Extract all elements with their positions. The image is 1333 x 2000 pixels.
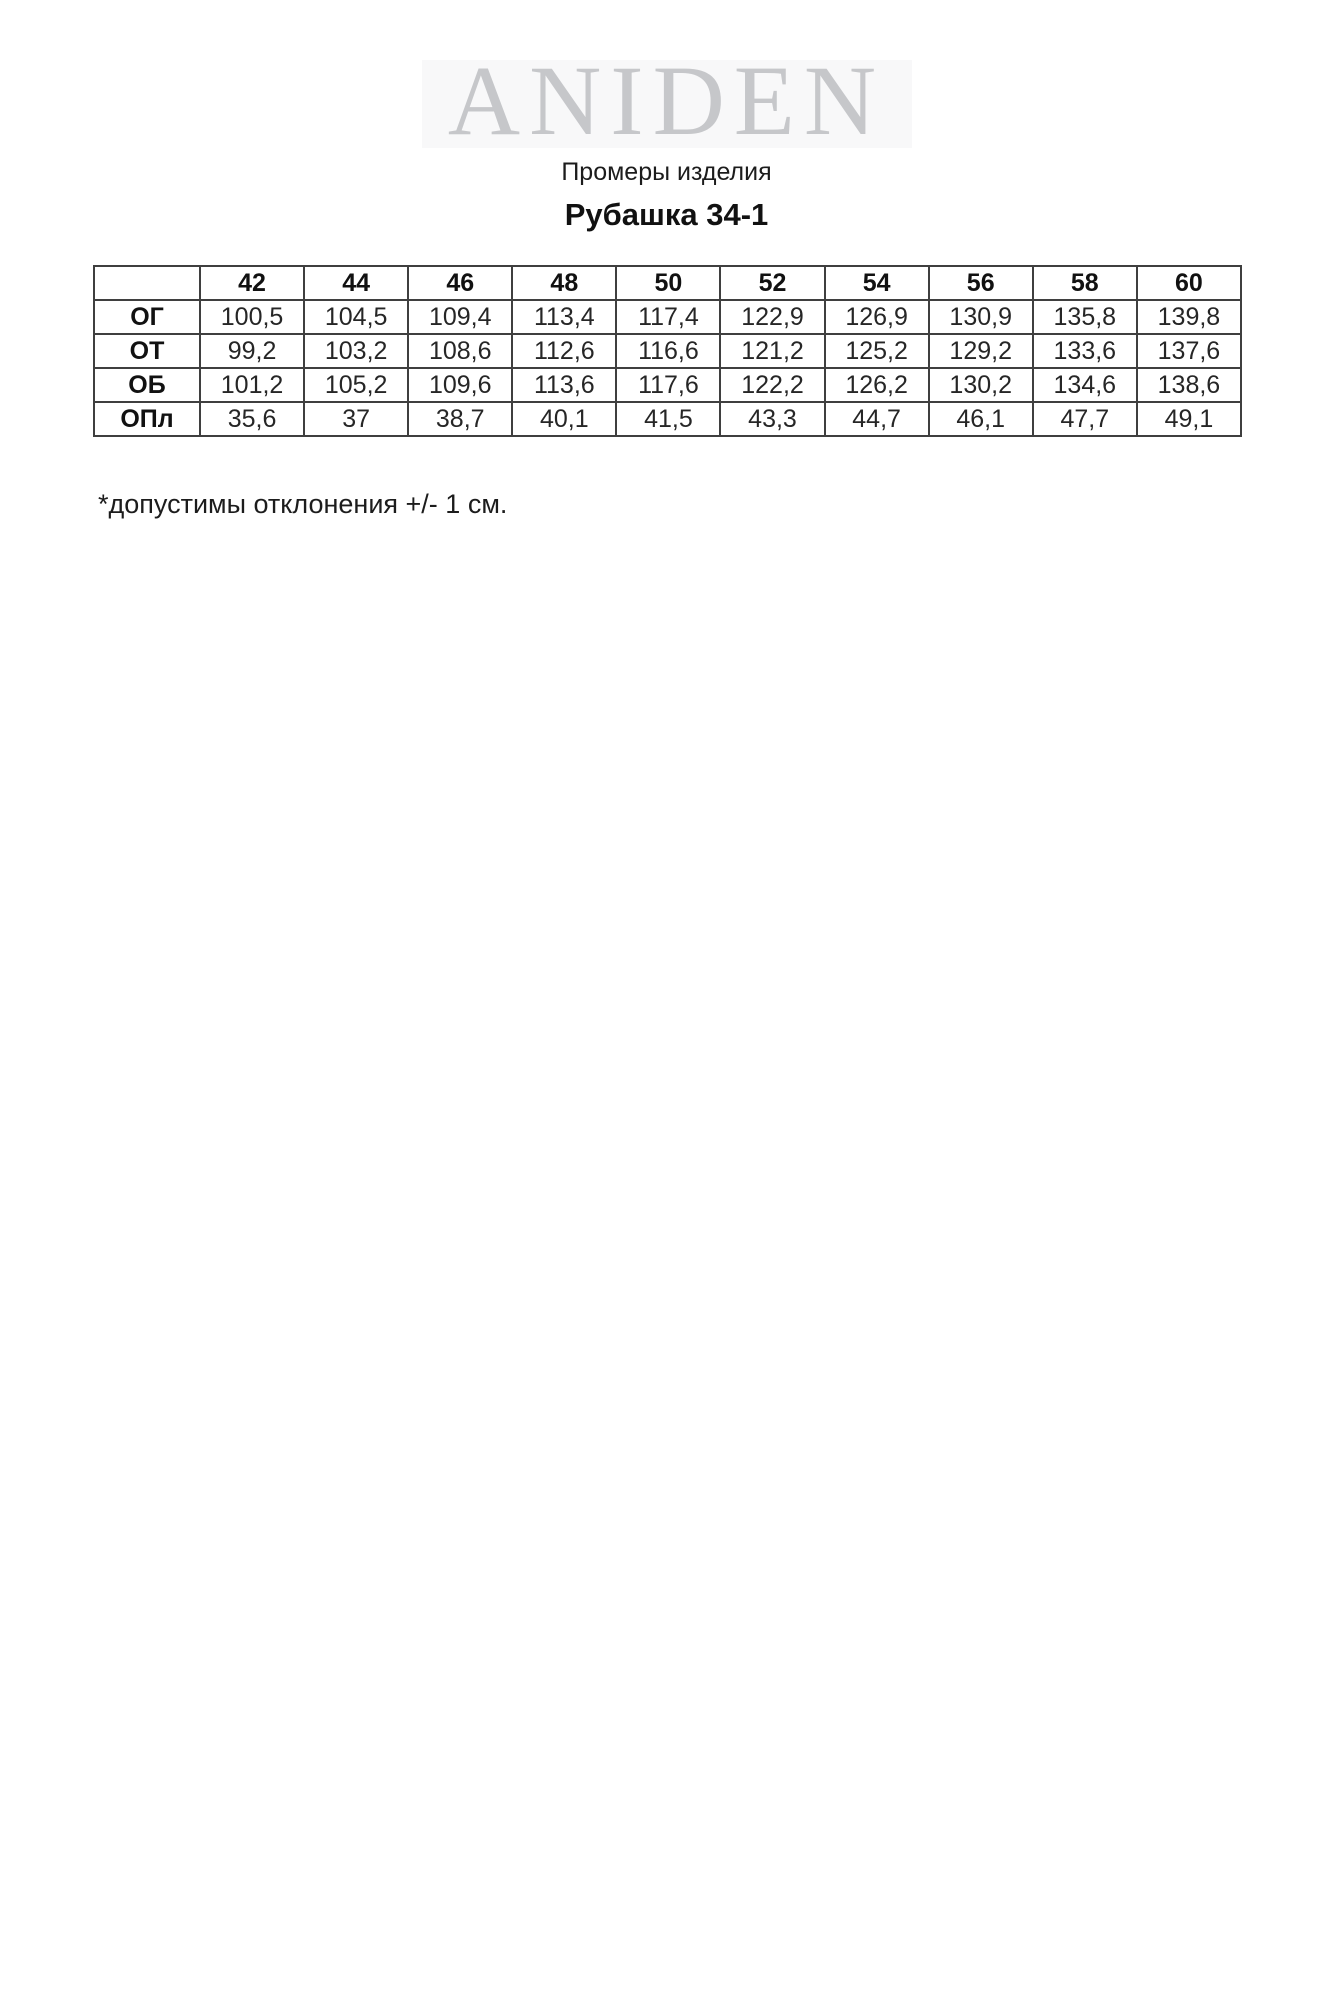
measure-value-cell: 41,5 <box>615 401 722 437</box>
size-table-body: ОГ 100,5 104,5 109,4 113,4 117,4 122,9 126,9 130… <box>93 299 1243 437</box>
measure-value-cell: 46,1 <box>927 401 1034 437</box>
measure-value-cell: 103,2 <box>303 333 410 369</box>
size-header-cell: 48 <box>511 265 618 301</box>
measure-value-cell: 133,6 <box>1031 333 1138 369</box>
measure-value-cell: 121,2 <box>719 333 826 369</box>
measure-value-cell: 117,4 <box>615 299 722 335</box>
size-header-cell: 60 <box>1135 265 1243 301</box>
measure-value-cell: 138,6 <box>1135 367 1243 403</box>
measure-value-cell: 104,5 <box>303 299 410 335</box>
size-table-head: 42 44 46 48 50 52 54 56 58 60 <box>93 265 1243 301</box>
measure-label-cell: ОПл <box>93 401 201 437</box>
measurement-row: ОГ 100,5 104,5 109,4 113,4 117,4 122,9 126,9 130… <box>93 299 1243 335</box>
measure-value-cell: 99,2 <box>198 333 306 369</box>
measure-value-cell: 113,6 <box>511 367 618 403</box>
measure-value-cell: 109,4 <box>407 299 514 335</box>
measure-value-cell: 117,6 <box>615 367 722 403</box>
measure-value-cell: 135,8 <box>1031 299 1138 335</box>
measure-value-cell: 43,3 <box>719 401 826 437</box>
measure-value-cell: 134,6 <box>1031 367 1138 403</box>
size-header-cell: 58 <box>1031 265 1138 301</box>
measure-value-cell: 137,6 <box>1135 333 1243 369</box>
measure-value-cell: 109,6 <box>407 367 514 403</box>
measure-value-cell: 35,6 <box>198 401 306 437</box>
brand-logo-text: ANIDEN <box>447 60 886 148</box>
measure-value-cell: 108,6 <box>407 333 514 369</box>
measurement-row: ОБ 101,2 105,2 109,6 113,6 117,6 122,2 126,2 130… <box>93 367 1243 403</box>
measure-value-cell: 130,2 <box>927 367 1034 403</box>
brand-logo: ANIDEN <box>421 60 912 148</box>
size-header-cell: 46 <box>407 265 514 301</box>
measure-value-cell: 122,9 <box>719 299 826 335</box>
measure-value-cell: 40,1 <box>511 401 618 437</box>
measure-label-cell: ОТ <box>93 333 201 369</box>
measurement-row: ОПл 35,6 37 38,7 40,1 41,5 43,3 44,7 46,1 47,7 49,… <box>93 401 1243 437</box>
measure-value-cell: 126,9 <box>823 299 930 335</box>
measure-value-cell: 44,7 <box>823 401 930 437</box>
measure-value-cell: 129,2 <box>927 333 1034 369</box>
measure-value-cell: 100,5 <box>198 299 306 335</box>
size-header-cell: 52 <box>719 265 826 301</box>
measure-label-cell: ОБ <box>93 367 201 403</box>
size-header-cell: 44 <box>303 265 410 301</box>
size-header-cell: 42 <box>198 265 306 301</box>
measurement-row: ОТ 99,2 103,2 108,6 112,6 116,6 121,2 125,2 129,… <box>93 333 1243 369</box>
size-header-cell: 54 <box>823 265 930 301</box>
measurements-subtitle: Промеры изделия <box>561 158 772 186</box>
measure-value-cell: 130,9 <box>927 299 1034 335</box>
size-header-cell: 56 <box>927 265 1034 301</box>
measure-value-cell: 126,2 <box>823 367 930 403</box>
measure-value-cell: 125,2 <box>823 333 930 369</box>
measure-value-cell: 47,7 <box>1031 401 1138 437</box>
measure-value-cell: 101,2 <box>198 367 306 403</box>
measure-value-cell: 105,2 <box>303 367 410 403</box>
size-header-row: 42 44 46 48 50 52 54 56 58 60 <box>93 265 1243 301</box>
measure-value-cell: 38,7 <box>407 401 514 437</box>
size-header-cell: 50 <box>615 265 722 301</box>
measure-value-cell: 139,8 <box>1135 299 1243 335</box>
measure-value-cell: 122,2 <box>719 367 826 403</box>
measure-value-cell: 113,4 <box>511 299 618 335</box>
measure-value-cell: 37 <box>303 401 410 437</box>
measure-value-cell: 116,6 <box>615 333 722 369</box>
measure-label-cell: ОГ <box>93 299 201 335</box>
corner-cell <box>93 265 201 301</box>
measure-value-cell: 49,1 <box>1135 401 1243 437</box>
tolerance-footnote: *допустимы отклонения +/- 1 см. <box>98 489 508 519</box>
size-measurements-table: 42 44 46 48 50 52 54 56 58 60 ОГ 100,5 104,5 109,4 11… <box>93 265 1243 437</box>
product-title: Рубашка 34-1 <box>564 197 769 232</box>
measure-value-cell: 112,6 <box>511 333 618 369</box>
